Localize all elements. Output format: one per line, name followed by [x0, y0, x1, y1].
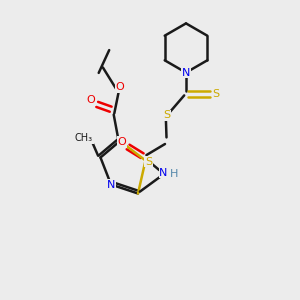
Text: S: S: [212, 88, 220, 99]
Text: S: S: [145, 157, 152, 167]
Text: O: O: [118, 137, 127, 147]
Text: S: S: [163, 110, 170, 121]
Text: O: O: [86, 95, 95, 105]
Text: O: O: [116, 82, 124, 92]
Text: N: N: [159, 167, 168, 178]
Text: N: N: [182, 68, 190, 78]
Text: H: H: [170, 169, 178, 179]
Text: N: N: [107, 179, 115, 190]
Text: CH₃: CH₃: [75, 133, 93, 143]
